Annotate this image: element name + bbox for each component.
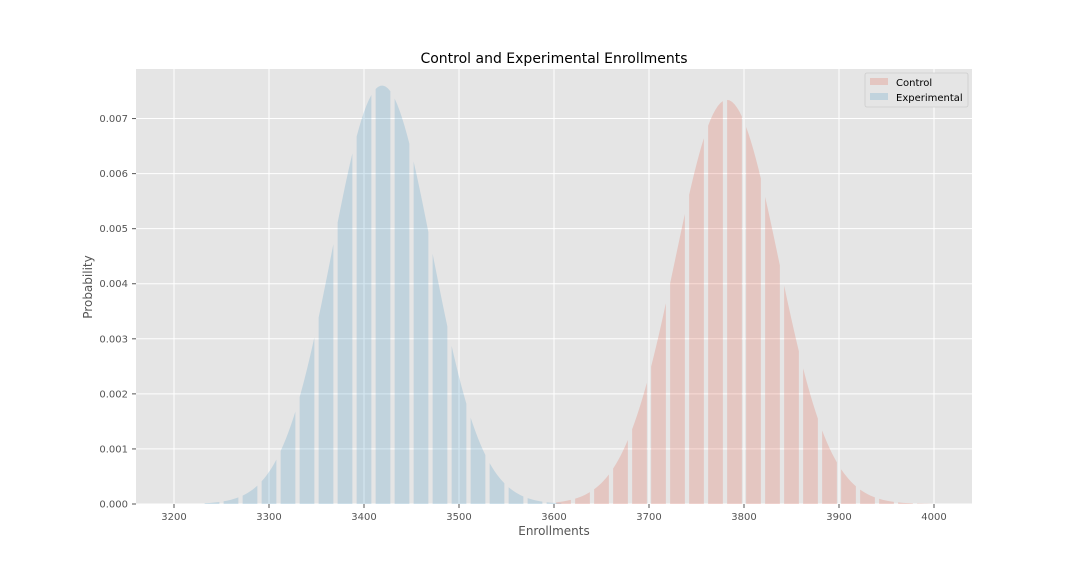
x-tick-label: 3700 <box>636 512 661 523</box>
area-band-experimental <box>261 459 277 504</box>
y-axis-label: Probability <box>81 255 95 318</box>
area-band-experimental <box>318 244 334 504</box>
area-band-control <box>803 368 818 504</box>
x-tick-label: 3500 <box>446 512 471 523</box>
area-band-control <box>632 382 647 504</box>
area-band-control <box>689 138 704 504</box>
x-tick-label: 3200 <box>161 512 186 523</box>
y-tick-label: 0.005 <box>99 224 128 235</box>
area-band-experimental <box>546 502 562 504</box>
x-tick-label: 3400 <box>351 512 376 523</box>
y-tick-label: 0.000 <box>99 500 128 511</box>
area-band-control <box>860 489 875 504</box>
area-band-experimental <box>375 85 391 504</box>
x-tick-label: 4000 <box>921 512 946 523</box>
area-band-control <box>879 498 894 504</box>
chart-title: Control and Experimental Enrollments <box>420 51 687 67</box>
legend-label-control: Control <box>896 78 932 89</box>
area-band-experimental <box>356 95 372 504</box>
x-tick-label: 3600 <box>541 512 566 523</box>
area-band-control <box>898 502 913 504</box>
area-band-control <box>708 101 723 505</box>
area-band-experimental <box>223 497 239 504</box>
area-band-experimental <box>337 153 353 505</box>
area-band-experimental <box>280 411 296 504</box>
area-band-control <box>822 430 837 504</box>
x-tick-label: 3300 <box>256 512 281 523</box>
area-band-experimental <box>413 161 429 504</box>
area-band-control <box>841 469 856 504</box>
area-band-experimental <box>470 417 486 504</box>
area-band-experimental <box>527 498 543 504</box>
area-band-experimental <box>489 463 505 504</box>
area-band-control <box>746 126 761 504</box>
area-band-experimental <box>432 253 448 504</box>
series-control <box>556 99 932 505</box>
legend: Control Experimental <box>864 72 969 108</box>
area-band-experimental <box>394 98 410 504</box>
y-tick-label: 0.006 <box>99 169 128 180</box>
series-experimental <box>204 85 562 505</box>
area-band-experimental <box>451 345 467 504</box>
area-band-experimental <box>508 487 524 504</box>
x-tick-label: 3800 <box>731 512 756 523</box>
area-band-control <box>784 285 799 504</box>
area-band-control <box>670 214 685 504</box>
y-tick-label: 0.003 <box>99 334 128 345</box>
area-band-control <box>556 499 571 504</box>
legend-box <box>864 72 969 108</box>
legend-label-experimental: Experimental <box>896 93 963 104</box>
area-band-experimental <box>299 337 315 504</box>
area-band-control <box>765 196 780 504</box>
area-band-control <box>727 99 742 505</box>
area-band-control <box>594 474 609 504</box>
x-tick-label: 3900 <box>826 512 851 523</box>
x-axis-label: Enrollments <box>518 524 590 538</box>
series-layer <box>204 85 932 505</box>
ticks: 3200 3300 3400 3500 3600 3700 3800 3900 4000 0.00… <box>99 114 946 523</box>
y-tick-label: 0.002 <box>99 389 128 400</box>
area-band-control <box>613 440 628 504</box>
area-band-experimental <box>204 501 220 504</box>
area-band-control <box>575 492 590 504</box>
area-band-experimental <box>242 485 258 504</box>
y-tick-label: 0.007 <box>99 114 128 125</box>
area-band-control <box>651 303 666 504</box>
y-tick-label: 0.004 <box>99 279 128 290</box>
y-tick-label: 0.001 <box>99 444 128 455</box>
legend-swatch-experimental <box>870 93 888 100</box>
legend-swatch-control <box>870 78 888 85</box>
